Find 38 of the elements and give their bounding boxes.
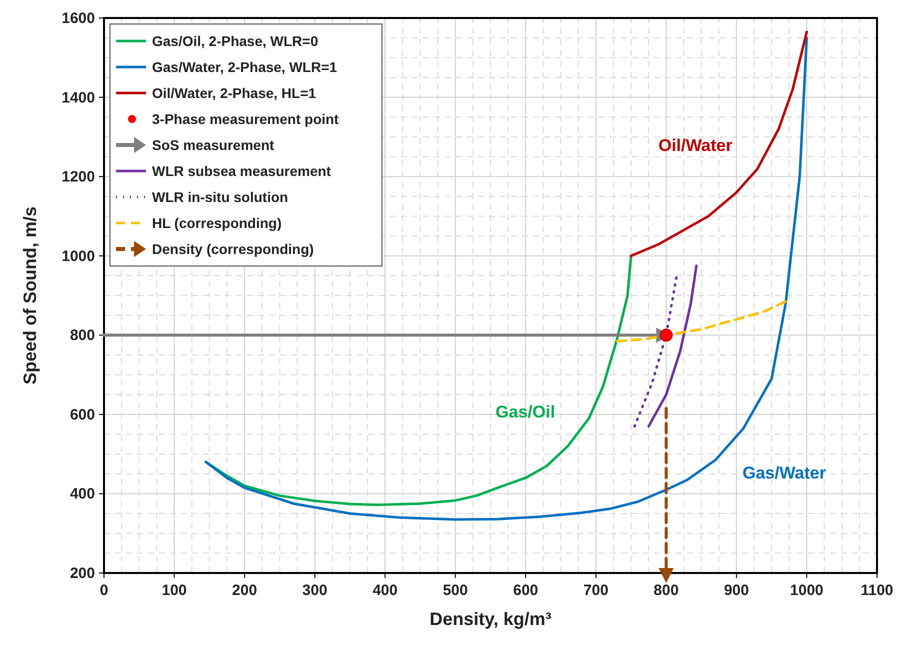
y-tick-label: 800	[70, 327, 95, 344]
x-tick-label: 900	[724, 582, 749, 599]
y-tick-label: 1200	[62, 168, 95, 186]
x-tick-label: 700	[583, 582, 608, 599]
legend-label: Gas/Water, 2-Phase, WLR=1	[152, 59, 338, 75]
y-tick-label: 400	[70, 486, 95, 503]
x-tick-label: 600	[513, 582, 538, 599]
legend-label: Oil/Water, 2-Phase, HL=1	[152, 85, 316, 101]
line-series	[630, 30, 808, 258]
annotation: Gas/Water	[742, 464, 826, 483]
x-tick-label: 0	[100, 582, 108, 599]
x-tick-label: 400	[372, 582, 398, 599]
line-series	[616, 300, 787, 342]
annotation: Gas/Oil	[496, 402, 556, 422]
x-tick-label: 1100	[860, 582, 894, 599]
x-tick-label: 800	[654, 582, 679, 599]
line-series	[633, 274, 678, 428]
legend-label: HL (corresponding)	[152, 215, 282, 231]
legend-label: Gas/Oil, 2-Phase, WLR=0	[152, 33, 318, 49]
y-tick-label: 600	[70, 406, 95, 424]
legend-label: 3-Phase measurement point	[152, 111, 340, 127]
x-tick-label: 300	[302, 582, 328, 599]
y-tick-label: 200	[70, 565, 95, 582]
line-series	[647, 264, 698, 428]
y-tick-label: 1600	[62, 10, 95, 27]
y-tick-label: 1000	[62, 248, 95, 265]
x-tick-label: 200	[232, 582, 258, 599]
legend-label: WLR subsea measurement	[152, 163, 332, 179]
x-tick-label: 500	[442, 582, 468, 599]
y-axis-title: Speed of Sound, m/s	[20, 206, 40, 385]
legend-label: WLR in-situ solution	[152, 189, 288, 205]
legend-label: Density (corresponding)	[152, 241, 314, 257]
legend-label: SoS measurement	[152, 137, 274, 153]
annotation: Oil/Water	[658, 136, 733, 156]
y-tick-label: 1400	[62, 89, 95, 106]
x-tick-label: 1000	[790, 582, 824, 599]
x-tick-label: 100	[162, 582, 187, 599]
x-axis-title: Density, kg/m³	[430, 609, 552, 629]
